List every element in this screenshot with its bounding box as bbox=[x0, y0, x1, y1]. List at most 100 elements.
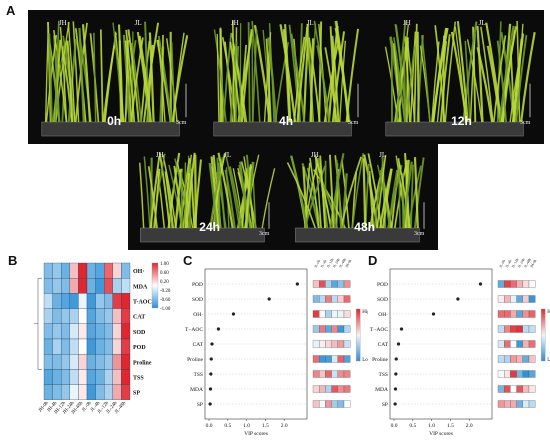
vip-mini-heat-cell bbox=[319, 325, 326, 333]
rice-leaf bbox=[239, 23, 242, 123]
heatmap-cell bbox=[121, 338, 131, 355]
vip-legend-bar bbox=[356, 308, 361, 362]
heatmap-cell bbox=[69, 354, 79, 370]
vip-mini-heat-cell bbox=[312, 400, 320, 408]
vip-mini-heat-cell bbox=[312, 340, 320, 348]
vip-point bbox=[208, 402, 212, 406]
heatmap-cell bbox=[95, 369, 105, 385]
vip-mini-heat-cell bbox=[312, 310, 320, 318]
vip-mini-col-label: JL-4h bbox=[320, 259, 328, 268]
vip-legend-bar bbox=[541, 308, 546, 362]
vip-mini-heat-cell bbox=[516, 385, 523, 393]
x-tick-label: 1.0 bbox=[428, 423, 435, 429]
vip-mini-heat-cell bbox=[331, 340, 338, 348]
vip-mini-heat-cell bbox=[497, 385, 505, 393]
vip-mini-heat-cell bbox=[319, 310, 326, 318]
vip-mini-heat-cell bbox=[522, 355, 530, 363]
vip-mini-heat-cell bbox=[528, 295, 536, 303]
rice-leaf bbox=[67, 22, 76, 123]
scale-label: 3cm bbox=[414, 230, 425, 237]
rice-leaf bbox=[48, 33, 53, 123]
rice-leaf bbox=[436, 41, 448, 123]
vip-mini-heat-cell bbox=[337, 385, 345, 393]
vip-mini-heat-cell bbox=[522, 295, 530, 303]
heatmap-row-label: POD bbox=[133, 345, 146, 351]
vip-mini-heat-cell bbox=[504, 340, 511, 348]
vip-variable-label: T−AOC bbox=[185, 327, 203, 333]
vip-mini-heat-cell bbox=[331, 370, 338, 378]
rice-leaf bbox=[217, 152, 234, 229]
vip-mini-col-label: JL-0h bbox=[499, 259, 507, 268]
plant-photo-24h: JH JL 24h 3cm bbox=[128, 144, 283, 250]
colorbar-tick-label: 0.20 bbox=[160, 280, 169, 285]
heatmap-cell bbox=[69, 369, 79, 385]
heatmap-cell bbox=[43, 308, 53, 324]
colorbar-tick-label: -1.00 bbox=[160, 307, 171, 312]
heatmap-row-label: CAT bbox=[133, 315, 145, 321]
rice-leaf bbox=[413, 157, 425, 229]
heatmap-cell bbox=[61, 308, 70, 324]
rice-leaf bbox=[290, 33, 306, 123]
heatmap-cell bbox=[95, 262, 105, 279]
plant-photo-4h: JH JL 4h 3cm bbox=[200, 10, 372, 144]
vip-mini-heat-cell bbox=[497, 295, 505, 303]
vip-mini-col-label: JH-0h bbox=[530, 259, 538, 269]
vip-mini-heat-cell bbox=[343, 280, 351, 288]
rice-leaf bbox=[421, 35, 431, 123]
heatmap-cell bbox=[104, 308, 113, 324]
rice-leaf bbox=[172, 32, 185, 123]
vip-mini-heat-cell bbox=[497, 310, 505, 318]
vip-mini-heat-cell bbox=[331, 280, 338, 288]
rice-leaf bbox=[444, 21, 457, 123]
heatmap-cell bbox=[61, 369, 70, 385]
vip-mini-heat-cell bbox=[510, 295, 517, 303]
rice-leaf bbox=[138, 35, 152, 123]
rice-leaf bbox=[309, 38, 315, 123]
heatmap-cell bbox=[43, 384, 53, 400]
heatmap-cell bbox=[78, 293, 88, 309]
vip-mini-heat-cell bbox=[325, 310, 332, 318]
rice-leaf bbox=[456, 21, 469, 123]
vip-mini-heat-cell bbox=[504, 355, 511, 363]
time-label: 12h bbox=[451, 114, 472, 128]
heatmap-cell bbox=[61, 262, 70, 279]
panel-label-a: A bbox=[6, 3, 16, 18]
vip-mini-heat-cell bbox=[497, 340, 505, 348]
rice-leaf bbox=[124, 40, 133, 123]
vip-mini-heat-cell bbox=[312, 370, 320, 378]
cultivar-label-jh: JH bbox=[58, 19, 67, 28]
rice-leaf bbox=[143, 156, 151, 229]
rice-leaf bbox=[153, 168, 161, 229]
vip-mini-heat-cell bbox=[325, 295, 332, 303]
heatmap-cell bbox=[121, 369, 131, 385]
rice-leaf bbox=[340, 156, 362, 229]
vip-variable-label: Proline bbox=[187, 357, 203, 363]
rice-leaf bbox=[66, 40, 74, 123]
rice-leaf bbox=[362, 158, 367, 229]
heatmap-cell bbox=[52, 308, 62, 324]
x-tick-label: 1.5 bbox=[262, 423, 269, 429]
vip-legend-high: High bbox=[362, 310, 368, 315]
rice-leaf bbox=[416, 31, 420, 123]
heatmap-cell bbox=[78, 262, 88, 279]
cultivar-label-jh: JH bbox=[230, 19, 239, 28]
vip-variable-label: TSS bbox=[194, 372, 203, 378]
cultivar-label-jh: JH bbox=[310, 151, 319, 160]
time-label: 4h bbox=[279, 114, 294, 128]
plant-illustration bbox=[286, 152, 425, 243]
x-axis-label: VIP scores bbox=[244, 431, 268, 437]
vip-mini-heat-cell bbox=[516, 370, 523, 378]
vip-mini-heat-cell bbox=[337, 400, 345, 408]
heatmap-cell bbox=[95, 354, 105, 370]
heatmap-cell bbox=[112, 354, 122, 370]
vip-mini-heat-cell bbox=[343, 310, 351, 318]
heatmap-row-label: T-AOC bbox=[133, 300, 152, 306]
pot-tray bbox=[41, 121, 180, 137]
heatmap-cell bbox=[69, 293, 79, 309]
heatmap-row-label: MDA bbox=[133, 284, 148, 290]
rice-leaf bbox=[267, 37, 278, 123]
vip-mini-heat-cell bbox=[343, 385, 351, 393]
vip-mini-heat-cell bbox=[319, 370, 326, 378]
vip-variable-label: POD bbox=[377, 282, 388, 288]
vip-mini-heat-cell bbox=[516, 295, 523, 303]
